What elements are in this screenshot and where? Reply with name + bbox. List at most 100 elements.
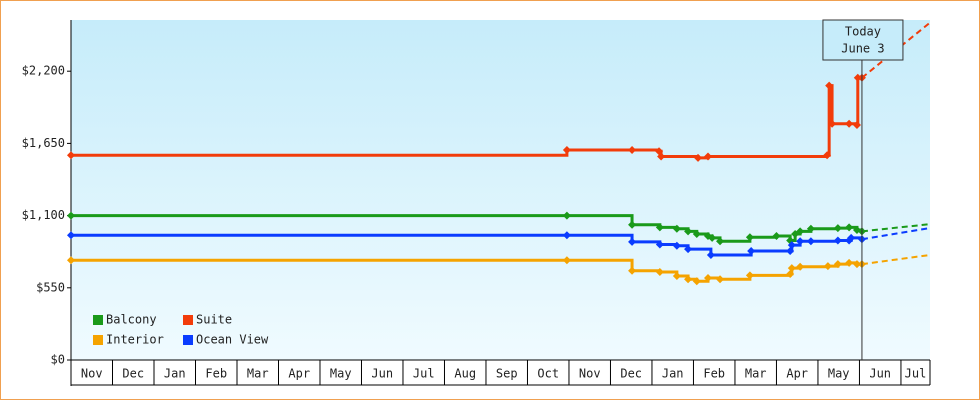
price-marker bbox=[772, 231, 781, 240]
x-tick-label: May bbox=[330, 367, 352, 381]
price-marker bbox=[692, 277, 701, 286]
price-marker bbox=[684, 245, 693, 254]
x-tick-label: Aug bbox=[454, 367, 476, 381]
price-marker bbox=[852, 121, 861, 130]
legend-label: Ocean View bbox=[196, 333, 269, 347]
price-marker bbox=[716, 275, 725, 284]
x-tick-label: Sep bbox=[496, 367, 518, 381]
x-tick-label: Oct bbox=[537, 367, 559, 381]
price-marker bbox=[67, 231, 75, 240]
x-tick-label: Apr bbox=[786, 367, 808, 381]
price-marker bbox=[786, 247, 795, 256]
x-tick-label: Feb bbox=[703, 367, 725, 381]
price-marker bbox=[787, 264, 796, 273]
price-marker bbox=[67, 256, 75, 265]
x-tick-label: Mar bbox=[247, 367, 269, 381]
price-marker bbox=[796, 262, 805, 271]
today-box bbox=[822, 19, 904, 61]
price-marker bbox=[806, 224, 815, 233]
price-marker bbox=[833, 224, 842, 233]
x-tick-label: Feb bbox=[205, 367, 227, 381]
x-tick-label: Jun bbox=[371, 367, 393, 381]
today-label: June 3 bbox=[841, 42, 884, 56]
price-marker bbox=[703, 273, 712, 282]
price-marker bbox=[655, 240, 664, 249]
legend-label: Balcony bbox=[106, 313, 157, 327]
legend-label: Interior bbox=[106, 333, 164, 347]
price-marker bbox=[562, 211, 571, 220]
price-marker bbox=[628, 220, 637, 229]
price-marker bbox=[67, 151, 75, 160]
y-tick-label: $1,650 bbox=[22, 136, 65, 150]
forecast-line bbox=[861, 227, 931, 241]
price-marker bbox=[684, 275, 693, 284]
price-marker bbox=[828, 119, 837, 128]
x-tick-label: Jun bbox=[869, 367, 891, 381]
price-marker bbox=[655, 223, 664, 232]
price-marker bbox=[655, 268, 664, 277]
price-marker bbox=[672, 224, 681, 233]
price-marker bbox=[716, 237, 725, 246]
legend-swatch bbox=[183, 335, 193, 345]
today-label: Today bbox=[845, 25, 881, 39]
y-tick-label: $2,200 bbox=[22, 64, 65, 78]
plot-area bbox=[71, 20, 930, 360]
price-marker bbox=[684, 227, 693, 236]
price-marker bbox=[823, 262, 832, 271]
price-marker bbox=[708, 233, 717, 242]
price-marker bbox=[796, 237, 805, 246]
price-marker bbox=[786, 270, 795, 279]
price-marker bbox=[845, 223, 854, 232]
price-marker bbox=[745, 233, 754, 242]
price-marker bbox=[694, 153, 703, 162]
price-marker bbox=[706, 250, 715, 259]
price-marker bbox=[806, 237, 815, 246]
legend-swatch bbox=[183, 315, 193, 325]
price-marker bbox=[852, 260, 861, 269]
x-tick-label: Nov bbox=[579, 367, 601, 381]
price-marker bbox=[787, 241, 796, 250]
y-tick-label: $550 bbox=[36, 280, 65, 294]
price-marker bbox=[628, 145, 637, 154]
x-tick-label: May bbox=[828, 367, 850, 381]
price-marker bbox=[745, 271, 754, 280]
price-marker bbox=[628, 237, 637, 246]
price-marker bbox=[825, 81, 834, 90]
price-marker bbox=[672, 241, 681, 250]
price-marker bbox=[628, 266, 637, 275]
price-marker bbox=[847, 233, 856, 242]
price-marker bbox=[796, 227, 805, 236]
price-marker bbox=[672, 271, 681, 280]
x-tick-label: Jul bbox=[413, 367, 435, 381]
price-marker bbox=[562, 231, 571, 240]
price-marker bbox=[562, 256, 571, 265]
forecast-line bbox=[861, 253, 931, 266]
price-marker bbox=[692, 229, 701, 238]
price-marker bbox=[67, 211, 75, 220]
price-marker bbox=[853, 73, 862, 82]
x-tick-label: Nov bbox=[81, 367, 103, 381]
x-tick-label: Mar bbox=[745, 367, 767, 381]
price-marker bbox=[703, 152, 712, 161]
price-marker bbox=[747, 247, 756, 256]
forecast-line bbox=[861, 223, 931, 233]
price-marker bbox=[845, 258, 854, 267]
price-marker bbox=[657, 152, 666, 161]
y-tick-label: $0 bbox=[51, 353, 65, 367]
x-tick-label: Jan bbox=[662, 367, 684, 381]
x-tick-label: Jul bbox=[905, 367, 927, 381]
legend-label: Suite bbox=[196, 313, 232, 327]
price-marker bbox=[823, 151, 832, 160]
price-marker bbox=[562, 145, 571, 154]
price-marker bbox=[833, 236, 842, 245]
x-tick-label: Dec bbox=[620, 367, 642, 381]
x-tick-label: Jan bbox=[164, 367, 186, 381]
x-tick-label: Dec bbox=[122, 367, 144, 381]
price-marker bbox=[833, 260, 842, 269]
y-tick-label: $1,100 bbox=[22, 208, 65, 222]
x-tick-label: Apr bbox=[288, 367, 310, 381]
legend-swatch bbox=[93, 315, 103, 325]
legend-swatch bbox=[93, 335, 103, 345]
price-marker bbox=[845, 119, 854, 128]
